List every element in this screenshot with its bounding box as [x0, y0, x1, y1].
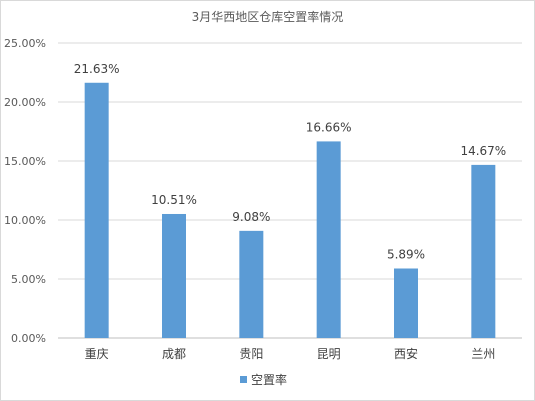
bar — [239, 230, 264, 338]
y-tick-label: 0.00% — [11, 332, 46, 345]
data-label: 16.66% — [306, 120, 352, 134]
x-axis-categories: 重庆 成都 贵阳 昆明 西安 兰州 — [85, 346, 496, 361]
category-label: 重庆 — [85, 347, 109, 361]
category-label: 成都 — [162, 347, 186, 361]
data-labels: 21.63% 10.51% 9.08% 16.66% 5.89% 14.67% — [74, 62, 506, 262]
data-label: 5.89% — [387, 247, 425, 261]
legend-swatch — [240, 376, 247, 383]
data-label: 14.67% — [460, 144, 506, 158]
bar — [84, 82, 109, 339]
y-tick-label: 5.00% — [11, 273, 46, 286]
chart-title: 3月华西地区仓库空置率情况 — [192, 9, 344, 24]
category-label: 昆明 — [317, 347, 341, 361]
y-tick-label: 10.00% — [4, 214, 46, 227]
legend-label: 空置率 — [251, 372, 287, 387]
category-label: 西安 — [394, 346, 418, 361]
bar — [162, 213, 186, 338]
data-label: 21.63% — [74, 62, 120, 76]
bar — [394, 268, 418, 338]
data-label: 10.51% — [151, 193, 197, 207]
y-axis-ticks: 0.00% 5.00% 10.00% 15.00% 20.00% 25.00% — [4, 37, 46, 345]
legend: 空置率 — [240, 372, 287, 387]
y-tick-label: 15.00% — [4, 155, 46, 168]
data-label: 9.08% — [232, 210, 270, 224]
bar — [471, 164, 496, 338]
category-label: 贵阳 — [239, 347, 263, 361]
gridlines — [58, 42, 522, 339]
y-tick-label: 20.00% — [4, 96, 46, 109]
bar — [316, 141, 341, 338]
y-tick-label: 25.00% — [4, 37, 46, 50]
category-label: 兰州 — [471, 347, 495, 361]
bars — [84, 82, 496, 339]
